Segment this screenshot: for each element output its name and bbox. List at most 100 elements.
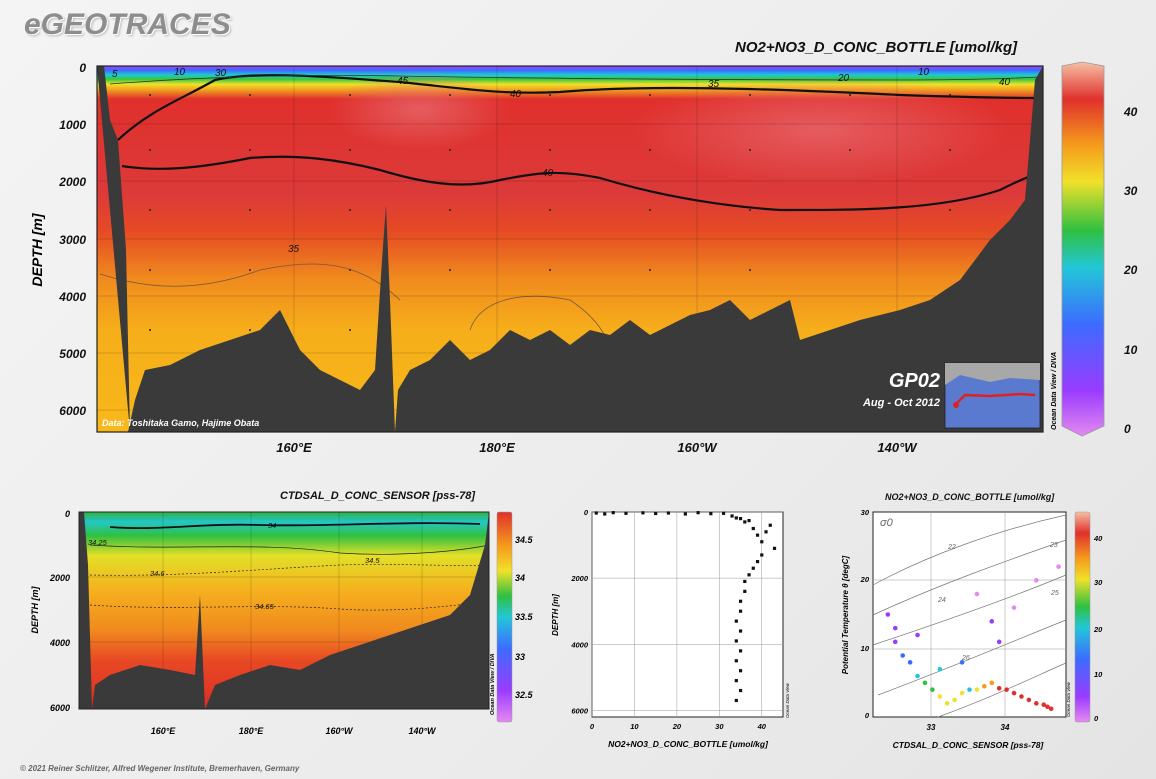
main-frame bbox=[96, 65, 1044, 433]
profile-point bbox=[734, 516, 738, 520]
sal-x-tick: 160°E bbox=[151, 726, 177, 736]
cruise-inset-map bbox=[944, 362, 1041, 429]
ts-point bbox=[959, 690, 965, 696]
profile-point bbox=[743, 579, 747, 584]
ts-x-tick: 34 bbox=[1001, 723, 1010, 732]
ts-y-tick: 30 bbox=[861, 508, 870, 517]
ts-point bbox=[1034, 701, 1039, 706]
copyright-footer: © 2021 Reiner Schlitzer, Alfred Wegener … bbox=[20, 764, 300, 773]
contour-label: 10 bbox=[174, 67, 186, 78]
sal-colorbar-tick: 33 bbox=[515, 652, 525, 662]
y-tick: 1000 bbox=[59, 118, 86, 132]
ts-colorbar-tick: 40 bbox=[1093, 534, 1103, 543]
sal-y-tick: 2000 bbox=[49, 573, 70, 583]
ts-point bbox=[907, 660, 913, 665]
profile-x-tick: 30 bbox=[715, 722, 724, 731]
ts-colorbar-tick: 10 bbox=[1094, 670, 1103, 679]
x-tick: 160°E bbox=[276, 440, 312, 455]
profile-y-tick: 6000 bbox=[571, 706, 589, 715]
profile-x-tick: 40 bbox=[757, 722, 767, 731]
isopycnal-label: 26 bbox=[961, 655, 970, 662]
contour-label: 10 bbox=[918, 67, 930, 78]
profile-point bbox=[666, 511, 670, 515]
data-credit: Data: Toshitaka Gamo, Hajime Obata bbox=[102, 418, 259, 428]
sal-contour-label: 34.6 bbox=[150, 569, 165, 578]
profile-point bbox=[709, 512, 713, 516]
odv-credit: Ocean Data View / DIVA bbox=[1051, 352, 1058, 430]
ts-scatter: σ0 22 23 24 25 26 0 10 20 30 33 34 Poten… bbox=[841, 508, 1103, 750]
isopycnal-label: 23 bbox=[1049, 542, 1058, 549]
ts-point bbox=[930, 687, 935, 692]
ts-point bbox=[892, 639, 898, 645]
sal-colorbar-tick: 34.5 bbox=[515, 535, 534, 545]
contour-label: 40 bbox=[510, 89, 522, 100]
ts-point bbox=[1056, 564, 1061, 569]
contour-label: 35 bbox=[708, 79, 720, 90]
contour-label: 40 bbox=[542, 168, 554, 179]
sal-odv-credit: Ocean Data View / DIVA bbox=[490, 654, 496, 715]
profile-point bbox=[755, 559, 760, 564]
profile-x-tick: 10 bbox=[630, 722, 639, 731]
ts-y-tick: 0 bbox=[865, 711, 870, 720]
sal-colorbar-tick: 34 bbox=[515, 573, 525, 583]
profile-point bbox=[764, 530, 768, 534]
profile-y-tick: 0 bbox=[584, 508, 589, 517]
profile-point bbox=[734, 619, 738, 623]
ts-point bbox=[1048, 706, 1054, 712]
salinity-section-title: CTDSAL_D_CONC_SENSOR [pss-78] bbox=[280, 490, 475, 502]
y-tick: 5000 bbox=[59, 347, 86, 361]
ts-point bbox=[937, 694, 943, 699]
profile-point bbox=[738, 599, 743, 603]
ts-point bbox=[952, 697, 957, 703]
contour-label: 40 bbox=[999, 77, 1011, 88]
profile-y-tick: 2000 bbox=[570, 574, 589, 583]
sample-points bbox=[149, 94, 951, 331]
sal-x-tick: 180°E bbox=[239, 726, 265, 736]
sal-colorbar-tick: 33.5 bbox=[515, 612, 534, 622]
ts-point bbox=[922, 680, 928, 686]
ts-colorbar-tick: 0 bbox=[1094, 714, 1099, 723]
y-tick: 2000 bbox=[58, 175, 86, 189]
contour-label: 5 bbox=[112, 69, 118, 80]
profile-point bbox=[624, 511, 628, 515]
sal-y-tick: 6000 bbox=[50, 703, 70, 713]
ts-point bbox=[967, 687, 972, 692]
ts-point bbox=[1045, 704, 1050, 710]
ts-point bbox=[996, 686, 1002, 691]
y-tick: 6000 bbox=[59, 404, 86, 418]
profile-point bbox=[738, 629, 743, 633]
sal-colorbar-tick: 32.5 bbox=[515, 690, 534, 700]
ts-point bbox=[1011, 605, 1017, 610]
profile-point bbox=[734, 659, 738, 663]
profile-point bbox=[768, 523, 772, 527]
profile-xlabel: NO2+NO3_D_CONC_BOTTLE [umol/kg] bbox=[608, 739, 769, 749]
profile-point bbox=[738, 517, 743, 521]
profile-point bbox=[772, 546, 777, 550]
sal-contour-34 bbox=[109, 522, 481, 530]
profile-scatter: 0 2000 4000 6000 0 10 20 30 40 DEPTH [m] NO2+NO… bbox=[551, 508, 790, 749]
profile-point bbox=[641, 511, 645, 515]
sal-contour-label: 34.25 bbox=[88, 538, 108, 547]
ts-point bbox=[974, 591, 980, 597]
isopycnals bbox=[872, 514, 1067, 718]
ts-y-tick: 10 bbox=[861, 644, 870, 653]
profile-point bbox=[654, 511, 658, 516]
colorbar-tick: 20 bbox=[1123, 263, 1138, 277]
ts-colorbar-tick: 20 bbox=[1093, 625, 1103, 634]
profile-point bbox=[738, 688, 743, 693]
profile-point bbox=[760, 540, 764, 544]
ts-y-tick: 20 bbox=[860, 575, 870, 584]
profile-point bbox=[734, 639, 738, 643]
profile-point bbox=[730, 514, 734, 518]
left-bathymetry bbox=[97, 66, 130, 432]
colorbar-tick: 10 bbox=[1124, 343, 1138, 357]
colorbar-tick: 40 bbox=[1123, 105, 1138, 119]
sal-ylabel: DEPTH [m] bbox=[30, 585, 40, 633]
profile-y-tick: 4000 bbox=[570, 640, 589, 649]
profile-ylabel: DEPTH [m] bbox=[551, 594, 560, 636]
ts-xlabel: CTDSAL_D_CONC_SENSOR [pss-78] bbox=[893, 740, 1045, 750]
profile-point bbox=[696, 511, 700, 515]
sal-contour-label: 34 bbox=[268, 521, 276, 530]
contour-label: 45 bbox=[397, 76, 409, 87]
